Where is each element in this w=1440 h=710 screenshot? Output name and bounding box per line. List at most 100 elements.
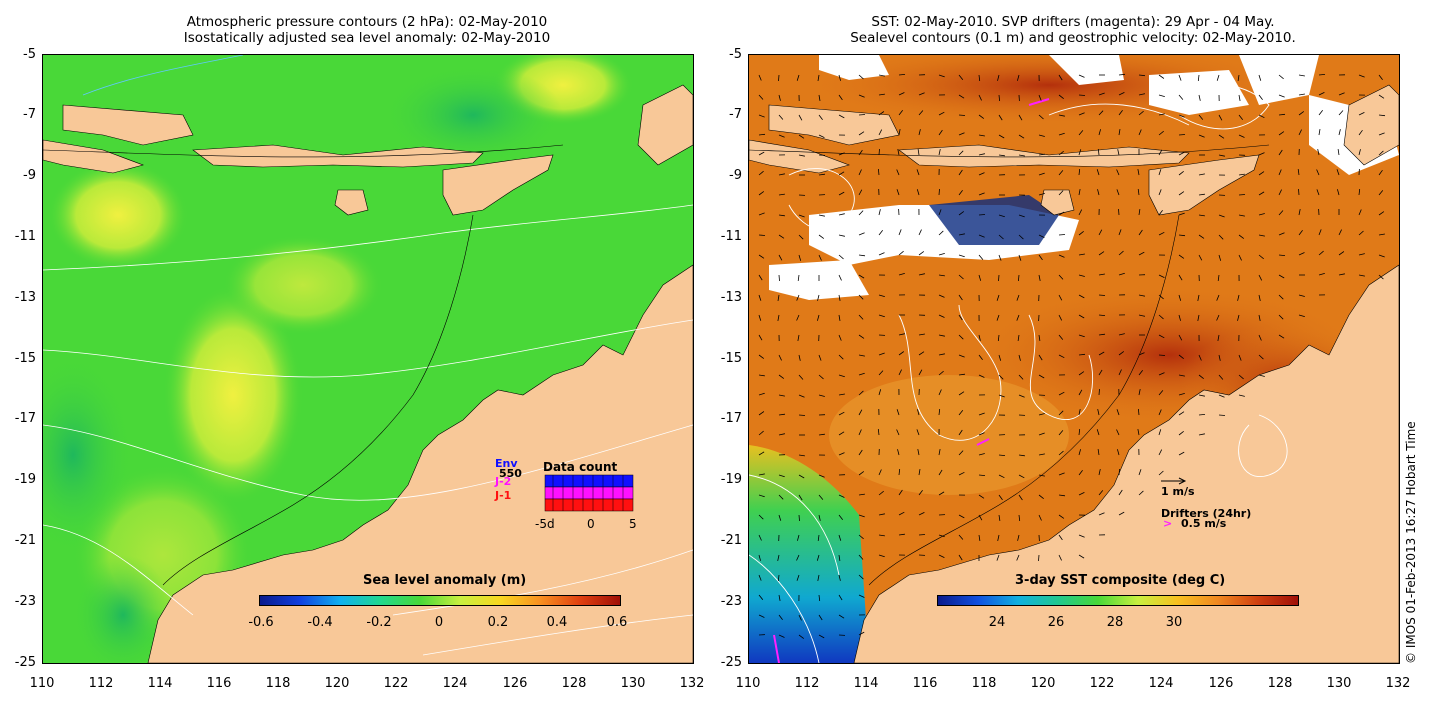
velocity-arrow: [978, 514, 983, 521]
velocity-arrow: [1298, 129, 1302, 136]
velocity-arrow: [758, 334, 763, 341]
velocity-arrow: [1378, 211, 1385, 216]
velocity-arrow: [898, 110, 904, 116]
velocity-arrow: [1216, 294, 1220, 301]
velocity-arrow: [1078, 428, 1081, 436]
x-tick: 122: [383, 676, 409, 691]
velocity-arrow: [998, 494, 1003, 501]
sla-tick-1: -0.4: [307, 615, 333, 630]
velocity-arrow: [1078, 409, 1081, 416]
velocity-arrow: [958, 189, 963, 196]
velocity-arrow: [978, 153, 985, 156]
velocity-arrow: [938, 188, 940, 196]
velocity-arrow: [858, 631, 865, 636]
velocity-arrow: [778, 74, 780, 82]
velocity-arrow: [1178, 334, 1183, 341]
velocity-arrow: [758, 191, 765, 196]
y-tick: -9: [23, 168, 36, 183]
sst-tick-30: 30: [1165, 615, 1183, 630]
velocity-arrow: [938, 294, 945, 298]
velocity-arrow: [1298, 252, 1305, 256]
velocity-arrow: [1038, 274, 1041, 281]
velocity-arrow: [1318, 250, 1324, 256]
velocity-arrow: [758, 170, 764, 176]
velocity-arrow: [1238, 234, 1245, 239]
velocity-arrow: [1017, 74, 1020, 81]
velocity-arrow: [1218, 414, 1226, 416]
velocity-arrow: [1318, 92, 1325, 96]
velocity-arrow: [978, 74, 981, 82]
velocity-arrow: [1118, 229, 1122, 236]
velocity-arrow: [838, 213, 845, 216]
sst-map: 1 m/s Drifters (24hr) > 0.5 m/s 3-day SS…: [748, 54, 1400, 664]
velocity-arrow: [1098, 314, 1106, 316]
velocity-arrow: [1318, 74, 1326, 76]
velocity-arrow: [1058, 114, 1065, 117]
velocity-arrow: [938, 389, 942, 396]
velocity-arrow: [1078, 94, 1086, 96]
velocity-arrow: [978, 234, 985, 238]
velocity-arrow: [1118, 250, 1124, 256]
left-title: Atmospheric pressure contours (2 hPa): 0…: [42, 14, 692, 46]
velocity-arrow: [1378, 169, 1383, 176]
velocity-arrow: [1258, 114, 1265, 119]
velocity-arrow: [798, 214, 805, 218]
y-tick: -15: [14, 351, 36, 366]
data-count-title: Data count: [543, 460, 618, 474]
velocity-arrow: [798, 354, 801, 361]
velocity-arrow: [1016, 294, 1020, 301]
y-tick: -13: [720, 290, 742, 305]
velocity-arrow: [858, 169, 862, 176]
velocity-arrow: [817, 314, 820, 321]
velocity-arrow: [1018, 274, 1020, 282]
velocity-arrow: [1298, 74, 1305, 77]
velocity-arrow: [1158, 74, 1165, 79]
x-tick: 132: [679, 676, 705, 691]
velocity-arrow: [958, 274, 964, 280]
velocity-arrow: [1078, 294, 1085, 299]
velocity-arrow: [758, 354, 765, 359]
y-tick: -5: [23, 47, 36, 62]
velocity-arrow: [818, 634, 825, 639]
velocity-arrow: [1258, 254, 1264, 260]
velocity-arrow: [1038, 413, 1045, 416]
drifters-marker: >: [1163, 517, 1173, 530]
velocity-arrow: [996, 314, 1000, 321]
velocity-arrow: [1198, 394, 1205, 397]
velocity-arrow: [1078, 534, 1085, 538]
velocity-arrow: [1358, 112, 1365, 116]
velocity-arrow: [997, 534, 1000, 541]
velocity-arrow: [758, 74, 762, 81]
y-tick: -23: [720, 594, 742, 609]
velocity-arrow: [758, 392, 765, 396]
velocity-arrow: [858, 334, 865, 339]
velocity-arrow: [958, 314, 963, 321]
velocity-arrow: [1058, 274, 1064, 280]
y-tick: -5: [729, 47, 742, 62]
velocity-arrow: [1258, 152, 1265, 156]
velocity-arrow: [938, 334, 945, 337]
velocity-arrow: [1258, 354, 1264, 360]
velocity-arrow: [1058, 334, 1064, 340]
x-tick: 114: [853, 676, 879, 691]
velocity-arrow: [758, 514, 764, 520]
velocity-arrow: [998, 214, 1005, 218]
velocity-arrow: [1278, 232, 1285, 236]
velocity-arrow: [778, 94, 781, 101]
velocity-arrow: [878, 111, 885, 116]
velocity-arrow: [778, 374, 785, 379]
velocity-arrow: [1158, 449, 1163, 456]
velocity-arrow: [878, 469, 882, 476]
velocity-arrow: [778, 514, 782, 521]
velocity-arrow: [1197, 74, 1200, 82]
velocity-arrow: [897, 449, 900, 456]
velocity-arrow: [998, 454, 1006, 456]
velocity-arrow: [778, 134, 785, 138]
velocity-arrow: [998, 374, 1004, 380]
velocity-arrow: [778, 494, 784, 500]
velocity-arrow: [1018, 454, 1025, 457]
velocity-arrow: [838, 393, 845, 396]
velocity-arrow: [877, 428, 880, 436]
velocity-arrow: [1097, 148, 1100, 156]
sea-level-map: Data count Env 550 J-2 J-1 -5d 0 5 Sea l…: [42, 54, 694, 664]
